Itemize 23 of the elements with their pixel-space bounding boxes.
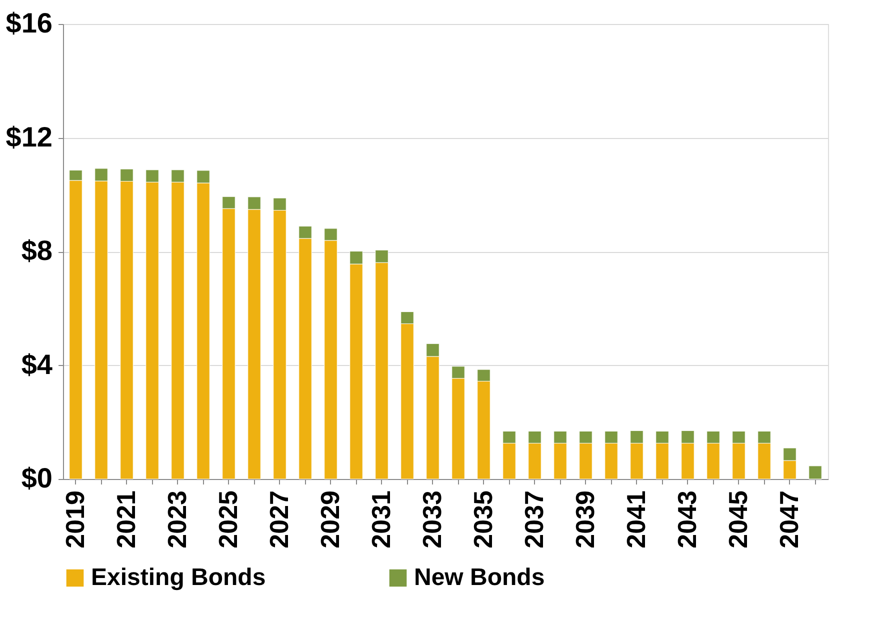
x-tick-label: 2021 bbox=[110, 490, 141, 548]
x-tick-label: 2019 bbox=[60, 490, 90, 548]
legend-label: Existing Bonds bbox=[91, 564, 266, 591]
x-tick-label: 2025 bbox=[212, 490, 243, 548]
x-tick-label: 2047 bbox=[774, 490, 804, 548]
x-tick-label: 2035 bbox=[468, 490, 498, 548]
x-tick-label: 2027 bbox=[264, 490, 294, 548]
bar bbox=[808, 466, 822, 480]
x-tick-label: 2045 bbox=[722, 490, 753, 548]
y-tick-label: $4 bbox=[21, 348, 53, 380]
y-tick-label: $12 bbox=[6, 121, 52, 152]
x-tick-label: 2043 bbox=[672, 490, 702, 548]
x-tick-label: 2037 bbox=[518, 490, 549, 548]
legend-label: New Bonds bbox=[414, 564, 545, 591]
y-tick-label: $0 bbox=[21, 462, 52, 494]
x-tick-label: 2039 bbox=[570, 490, 600, 548]
y-tick-label: $8 bbox=[21, 235, 52, 266]
x-tick-label: 2033 bbox=[416, 490, 447, 548]
x-tick-label: 2023 bbox=[162, 490, 192, 548]
x-tick-label: 2041 bbox=[620, 490, 651, 548]
y-tick-label: $16 bbox=[6, 8, 52, 38]
x-tick-label: 2029 bbox=[314, 490, 345, 548]
x-tick-label: 2031 bbox=[366, 490, 396, 548]
